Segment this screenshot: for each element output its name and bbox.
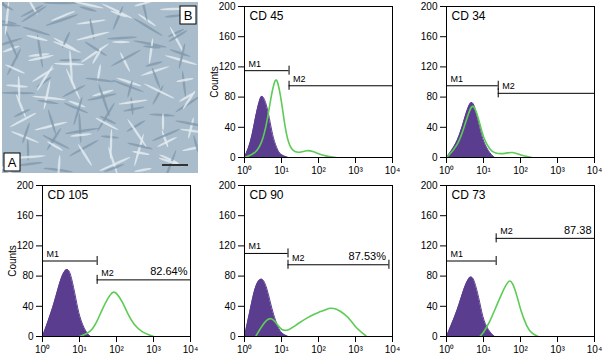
svg-text:10⁴: 10⁴ [587,165,602,176]
svg-text:CD 105: CD 105 [48,188,89,202]
svg-text:10⁰: 10⁰ [237,344,252,355]
svg-text:160: 160 [421,210,438,221]
svg-text:0: 0 [432,152,438,163]
svg-text:10¹: 10¹ [72,344,87,355]
svg-text:10⁴: 10⁴ [385,165,400,176]
svg-text:Counts: Counts [7,245,18,277]
svg-text:CD 45: CD 45 [250,9,284,23]
svg-text:CD 34: CD 34 [452,9,486,23]
svg-text:10¹: 10¹ [476,344,491,355]
svg-text:120: 120 [219,240,236,251]
svg-text:Counts: Counts [209,66,220,98]
svg-text:M2: M2 [101,268,114,278]
svg-text:80: 80 [426,91,438,102]
svg-text:160: 160 [421,31,438,42]
svg-text:160: 160 [219,31,236,42]
svg-text:200: 200 [219,1,236,12]
svg-text:M1: M1 [249,59,262,69]
svg-text:M2: M2 [500,226,513,236]
svg-text:10⁴: 10⁴ [587,344,602,355]
svg-text:0: 0 [230,331,236,342]
svg-text:10⁴: 10⁴ [385,344,400,355]
svg-text:10³: 10³ [146,344,161,355]
svg-text:200: 200 [421,1,438,12]
svg-text:80: 80 [22,270,34,281]
svg-text:40: 40 [426,301,438,312]
svg-text:CD 73: CD 73 [452,188,486,202]
svg-text:10⁰: 10⁰ [439,344,454,355]
svg-text:M2: M2 [292,253,305,263]
svg-text:M1: M1 [451,74,464,84]
svg-text:10²: 10² [311,165,326,176]
svg-text:M1: M1 [249,241,262,251]
svg-text:87.53%: 87.53% [349,250,387,262]
svg-text:10¹: 10¹ [476,165,491,176]
svg-text:0: 0 [28,331,34,342]
svg-text:10²: 10² [311,344,326,355]
svg-text:160: 160 [219,210,236,221]
svg-text:10⁰: 10⁰ [35,344,50,355]
svg-text:10³: 10³ [348,344,363,355]
svg-text:200: 200 [219,180,236,191]
svg-text:200: 200 [17,180,34,191]
svg-text:0: 0 [230,152,236,163]
svg-text:10¹: 10¹ [274,165,289,176]
svg-text:10²: 10² [513,165,528,176]
svg-text:80: 80 [224,91,236,102]
svg-text:40: 40 [22,301,34,312]
svg-text:80: 80 [224,270,236,281]
svg-text:120: 120 [421,240,438,251]
svg-text:CD 90: CD 90 [250,188,284,202]
svg-text:M1: M1 [47,249,60,259]
svg-text:120: 120 [17,240,34,251]
svg-text:10⁰: 10⁰ [237,165,252,176]
svg-text:87.38: 87.38 [564,224,592,236]
svg-text:B: B [184,8,193,23]
svg-text:M2: M2 [293,74,306,84]
svg-text:120: 120 [421,61,438,72]
svg-text:10⁴: 10⁴ [183,344,198,355]
svg-text:10²: 10² [109,344,124,355]
svg-text:M1: M1 [451,249,464,259]
svg-text:10²: 10² [513,344,528,355]
svg-text:0: 0 [432,331,438,342]
svg-text:160: 160 [17,210,34,221]
svg-text:10³: 10³ [348,165,363,176]
svg-text:40: 40 [224,122,236,133]
svg-text:10³: 10³ [550,344,565,355]
svg-text:10⁰: 10⁰ [439,165,454,176]
svg-text:40: 40 [426,122,438,133]
svg-text:200: 200 [421,180,438,191]
svg-text:120: 120 [219,61,236,72]
svg-text:M2: M2 [502,81,515,91]
svg-text:82.64%: 82.64% [150,265,188,277]
svg-text:80: 80 [426,270,438,281]
svg-text:10¹: 10¹ [274,344,289,355]
svg-text:10³: 10³ [550,165,565,176]
svg-text:A: A [8,155,17,170]
svg-text:40: 40 [224,301,236,312]
